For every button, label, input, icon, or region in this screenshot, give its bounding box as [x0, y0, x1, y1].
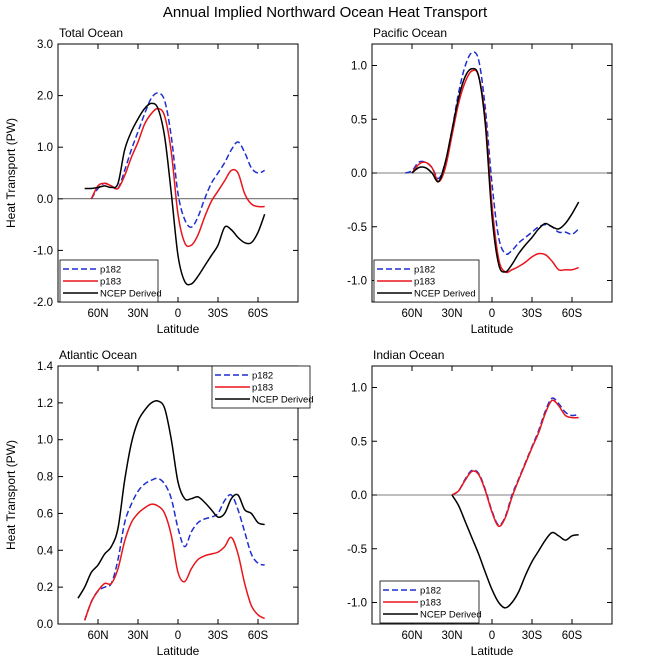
atlantic-ocean-ytick-label: 0.0	[37, 619, 53, 631]
pacific-ocean-title: Pacific Ocean	[373, 26, 447, 40]
total-ocean-legend-label: p183	[100, 277, 121, 288]
indian-ocean-xtick-label: 30S	[522, 630, 543, 642]
atlantic-ocean-xlabel: Latitude	[157, 644, 200, 658]
atlantic-ocean-ytick-label: 1.0	[37, 435, 53, 447]
atlantic-ocean-series-line-p182	[83, 477, 265, 621]
indian-ocean-legend-label: p182	[420, 586, 441, 597]
total-ocean-ytick-label: 2.0	[37, 91, 53, 103]
indian-ocean-xtick-label: 30N	[441, 630, 462, 642]
pacific-ocean-legend-label: p182	[414, 265, 435, 276]
atlantic-ocean-ytick-label: 1.2	[37, 398, 53, 410]
total-ocean-legend-label: p182	[100, 265, 121, 276]
atlantic-ocean-series-line-ncep-derived	[77, 399, 265, 599]
indian-ocean-ytick-label: -0.5	[347, 544, 367, 556]
panel-atlantic-ocean: 0.0 0.2 0.4 0.6 0.8 1.0 1.2 1.4 60N 30N 0 30S 60S Atl…	[4, 348, 314, 658]
total-ocean-xtick-label: 30S	[208, 308, 229, 320]
indian-ocean-ytick-label: 0.5	[351, 436, 367, 448]
atlantic-ocean-title: Atlantic Ocean	[59, 348, 137, 362]
total-ocean-xtick-label: 60S	[248, 308, 269, 320]
atlantic-ocean-xtick-label: 60N	[87, 630, 108, 642]
pacific-ocean-ytick-label: -0.5	[347, 222, 367, 234]
indian-ocean-ytick-label: 0.0	[351, 490, 367, 502]
atlantic-ocean-ytick-label: 0.8	[37, 472, 53, 484]
pacific-ocean-series-line-p182	[405, 51, 580, 256]
pacific-ocean-xtick-label: 60S	[562, 308, 583, 320]
total-ocean-series-line-p183	[90, 107, 265, 248]
total-ocean-ytick-label: 1.0	[37, 142, 53, 154]
atlantic-ocean-xtick-label: 30N	[127, 630, 148, 642]
pacific-ocean-xlabel: Latitude	[471, 322, 514, 336]
panel-pacific-ocean: -1.0 -0.5 0.0 0.5 1.0 60N 30N 0 30S 60S Pacific Oc…	[347, 26, 613, 336]
atlantic-ocean-legend-label: p182	[252, 371, 273, 382]
indian-ocean-ytick-label: -1.0	[347, 598, 367, 610]
indian-ocean-legend-label: p183	[420, 598, 441, 609]
total-ocean-series-line-p182	[90, 92, 265, 228]
pacific-ocean-ytick-label: 1.0	[351, 61, 367, 73]
total-ocean-title: Total Ocean	[59, 26, 123, 40]
total-ocean-xtick-label: 60N	[87, 308, 108, 320]
atlantic-ocean-series-group	[77, 399, 266, 621]
indian-ocean-series-group	[451, 397, 579, 609]
indian-ocean-xlabel: Latitude	[471, 644, 514, 658]
pacific-ocean-ytick-label: -1.0	[347, 276, 367, 288]
pacific-ocean-series-line-ncep-derived	[411, 67, 580, 273]
atlantic-ocean-ylabel: Heat Transport (PW)	[4, 440, 18, 550]
indian-ocean-xtick-label: 0	[489, 630, 495, 642]
indian-ocean-legend-label: NCEP Derived	[420, 610, 482, 621]
atlantic-ocean-legend-label: NCEP Derived	[252, 395, 314, 406]
pacific-ocean-xtick-label: 30N	[441, 308, 462, 320]
total-ocean-xlabel: Latitude	[157, 322, 200, 336]
indian-ocean-series-line-p182	[451, 397, 579, 526]
atlantic-ocean-ytick-label: 0.6	[37, 508, 53, 520]
indian-ocean-series-line-p183	[451, 399, 579, 528]
atlantic-ocean-ytick-label: 0.4	[37, 545, 54, 557]
total-ocean-ytick-label: -2.0	[33, 297, 53, 309]
atlantic-ocean-legend-label: p183	[252, 383, 273, 394]
total-ocean-legend-label: NCEP Derived	[100, 289, 162, 300]
atlantic-ocean-xtick-label: 0	[175, 630, 181, 642]
pacific-ocean-ytick-label: 0.0	[351, 168, 367, 180]
atlantic-ocean-ytick-label: 1.4	[37, 361, 54, 373]
atlantic-ocean-ytick-label: 0.2	[37, 582, 53, 594]
total-ocean-xtick-label: 30N	[127, 308, 148, 320]
total-ocean-ytick-label: 3.0	[37, 39, 53, 51]
total-ocean-series-group	[84, 92, 266, 286]
atlantic-ocean-series-line-p183	[83, 503, 266, 621]
total-ocean-ylabel: Heat Transport (PW)	[4, 118, 18, 228]
panel-total-ocean: -2.0 -1.0 0.0 1.0 2.0 3.0 60N 30N 0 30S 60S Total O…	[4, 26, 299, 336]
total-ocean-series-line-ncep-derived	[84, 102, 266, 286]
pacific-ocean-xtick-label: 60N	[401, 308, 422, 320]
panel-indian-ocean: -1.0 -0.5 0.0 0.5 1.0 60N 30N 0 30S 60S Indian Oce…	[347, 348, 613, 658]
pacific-ocean-xtick-label: 0	[489, 308, 495, 320]
indian-ocean-title: Indian Ocean	[373, 348, 444, 362]
total-ocean-ytick-label: 0.0	[37, 194, 53, 206]
pacific-ocean-legend-label: NCEP Derived	[414, 289, 476, 300]
total-ocean-ytick-label: -1.0	[33, 245, 53, 257]
atlantic-ocean-xtick-label: 60S	[248, 630, 269, 642]
pacific-ocean-ytick-label: 0.5	[351, 114, 367, 126]
pacific-ocean-legend-label: p183	[414, 277, 435, 288]
indian-ocean-series-line-ncep-derived	[451, 494, 579, 609]
atlantic-ocean-xtick-label: 30S	[208, 630, 229, 642]
figure-title: Annual Implied Northward Ocean Heat Tran…	[163, 4, 488, 21]
pacific-ocean-series-group	[405, 51, 580, 274]
total-ocean-xtick-label: 0	[175, 308, 181, 320]
indian-ocean-ytick-label: 1.0	[351, 383, 367, 395]
pacific-ocean-xtick-label: 30S	[522, 308, 543, 320]
indian-ocean-xtick-label: 60N	[401, 630, 422, 642]
indian-ocean-xtick-label: 60S	[562, 630, 583, 642]
